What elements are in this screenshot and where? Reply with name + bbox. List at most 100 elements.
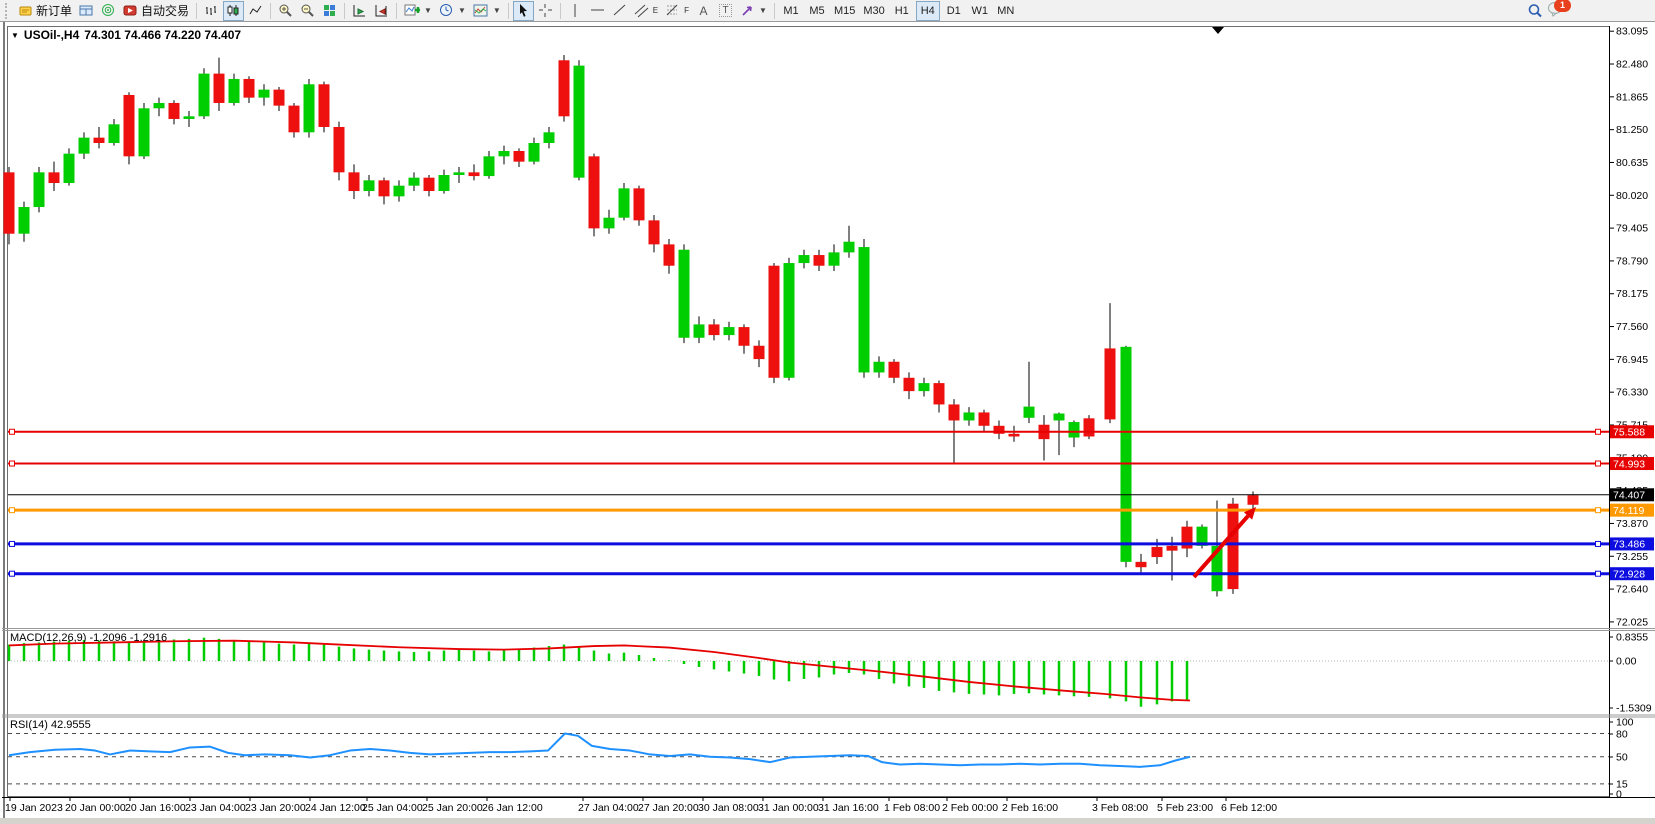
equidistant-channel-button[interactable]: E (631, 1, 661, 21)
candle-body (798, 255, 810, 264)
dropdown-caret-icon: ▼ (492, 6, 501, 15)
templates-button[interactable]: ▼ (470, 1, 504, 21)
text-label-button[interactable]: T (715, 1, 736, 21)
periods-button[interactable]: ▼ (436, 1, 469, 21)
candle-body (963, 412, 975, 421)
fibonacci-button[interactable]: F (662, 1, 692, 21)
shift-marker-icon[interactable] (1212, 27, 1224, 34)
indicators-button[interactable]: ▼ (401, 1, 435, 21)
auto-scroll-button[interactable] (349, 1, 370, 21)
candle-body (18, 207, 30, 234)
line-handle[interactable] (9, 540, 15, 547)
new-order-icon (18, 3, 33, 18)
text-button[interactable]: A (693, 1, 714, 21)
new-order-label: 新订单 (36, 4, 73, 18)
price-tick-label: 80.020 (1616, 190, 1648, 202)
timeframe-button-D1[interactable]: D1 (942, 1, 966, 21)
toolbar-separator (507, 2, 509, 19)
timeframe-button-M1[interactable]: M1 (779, 1, 803, 21)
rsi-axis-label: 50 (1616, 752, 1628, 764)
toolbar-separator (196, 2, 198, 19)
auto-trading-button[interactable]: 自动交易 (120, 1, 192, 21)
candle-body (468, 172, 480, 177)
price-label-text: 74.119 (1613, 505, 1644, 517)
arrows-button[interactable]: ▼ (737, 1, 770, 21)
candle-body (1166, 545, 1178, 551)
toolbar-separator (396, 2, 398, 19)
search-button[interactable] (1524, 1, 1546, 21)
trendline-button[interactable] (609, 1, 630, 21)
dropdown-caret-icon: ▼ (424, 6, 432, 15)
auto-trading-label: 自动交易 (141, 4, 190, 18)
candle-body (288, 105, 300, 133)
price-tick-label: 82.480 (1616, 59, 1648, 71)
horizontal-line-button[interactable] (587, 1, 608, 21)
candle-body (513, 150, 525, 162)
trend-arrow-line[interactable] (1192, 514, 1250, 579)
time-axis-label: 27 Jan 04:00 (578, 802, 639, 814)
candle-body (603, 217, 615, 229)
line-handle[interactable] (9, 428, 15, 435)
line-handle[interactable] (9, 570, 15, 577)
chart-shift-button[interactable] (371, 1, 392, 21)
notifications-button[interactable]: 1 (1547, 0, 1571, 22)
ohlc-expander-icon[interactable]: ▼ (11, 30, 19, 40)
line-handle[interactable] (1595, 507, 1601, 514)
candle-body (813, 255, 825, 266)
line-handle[interactable] (9, 460, 15, 467)
symbol-period: USOil-,H4 (23, 28, 80, 42)
line-chart-button[interactable] (245, 1, 266, 21)
timeframe-button-MN[interactable]: MN (994, 1, 1018, 21)
candle-body (123, 94, 135, 157)
toolbar-grip[interactable] (5, 2, 11, 19)
time-axis-label: 24 Jan 12:00 (305, 802, 366, 814)
price-label-text: 73.486 (1613, 539, 1645, 551)
new-order-button[interactable]: 新订单 (15, 1, 75, 21)
dropdown-caret-icon: ▼ (457, 6, 466, 15)
line-handle[interactable] (1595, 570, 1601, 577)
line-handle[interactable] (1595, 428, 1601, 435)
candle-body (678, 249, 690, 338)
market-watch-button[interactable] (76, 1, 97, 21)
timeframe-button-H4[interactable]: H4 (915, 0, 940, 21)
candle-body (33, 172, 45, 208)
window-bottom-edge (0, 818, 1655, 824)
ohlc-values: 74.301 74.466 74.220 74.407 (84, 28, 242, 42)
rsi-axis-label: 0 (1616, 789, 1622, 801)
candle-body (723, 327, 735, 336)
candlestick-chart-button[interactable] (223, 0, 245, 21)
cursor-button[interactable] (512, 0, 534, 21)
vertical-line-button[interactable] (565, 1, 586, 21)
price-label-text: 74.993 (1613, 458, 1645, 470)
candle-body (543, 132, 555, 143)
timeframe-button-H1[interactable]: H1 (890, 1, 914, 21)
crosshair-button[interactable] (535, 1, 556, 21)
tile-windows-icon (322, 3, 337, 18)
line-handle[interactable] (1595, 540, 1601, 547)
data-window-button[interactable] (98, 1, 119, 21)
candle-body (1023, 406, 1035, 418)
line-handle[interactable] (1595, 460, 1601, 467)
channel-icon (634, 3, 650, 18)
timeframe-button-M30[interactable]: M30 (860, 1, 887, 21)
candle-body (573, 65, 585, 178)
time-axis-label: 20 Jan 00:00 (65, 802, 126, 814)
candle-body (453, 172, 465, 176)
zoom-in-icon (278, 3, 293, 18)
trend-arrow-head[interactable] (1243, 507, 1256, 520)
radar-icon (101, 3, 116, 18)
time-axis-label: 1 Feb 08:00 (884, 802, 940, 814)
timeframe-button-M5[interactable]: M5 (805, 1, 829, 21)
candle-body (183, 116, 195, 119)
zoom-in-button[interactable] (275, 1, 296, 21)
timeframe-button-W1[interactable]: W1 (968, 1, 992, 21)
zoom-out-button[interactable] (297, 1, 318, 21)
timeframe-button-M15[interactable]: M15 (831, 1, 858, 21)
price-tick-label: 78.175 (1616, 288, 1648, 300)
tile-windows-button[interactable] (319, 1, 340, 21)
template-icon (473, 3, 489, 18)
bar-chart-button[interactable] (201, 1, 222, 21)
line-handle[interactable] (9, 507, 15, 514)
